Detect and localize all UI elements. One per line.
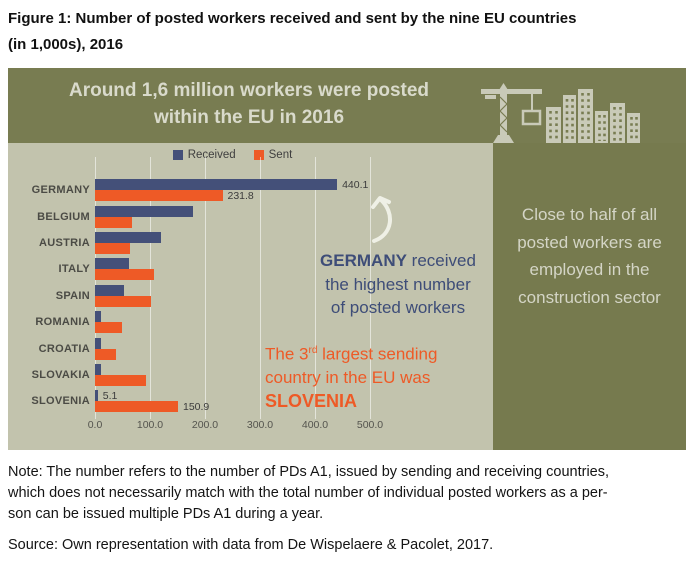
bar-received-belgium: [95, 205, 193, 217]
x-tick-label: 100.0: [136, 419, 164, 431]
x-tick-label: 400.0: [301, 419, 329, 431]
chart-row-slovakia: SLOVAKIA: [8, 362, 493, 388]
country-label: ROMANIA: [35, 316, 90, 329]
note-text: Note: The number refers to the number of…: [8, 462, 691, 525]
bar-received-spain: [95, 284, 124, 296]
x-tick-label: 0.0: [87, 419, 103, 431]
gridline: [205, 157, 206, 419]
germany-annotation-line1: GERMANY received: [301, 249, 495, 273]
country-label: BELGIUM: [37, 210, 90, 223]
header-line1: Around 1,6 million workers were posted: [68, 80, 430, 101]
slovenia-annotation-pre: The 3: [265, 344, 309, 364]
chart-row-spain: SPAIN: [8, 283, 493, 309]
source-text: Source: Own representation with data fro…: [8, 537, 494, 553]
header-text: Around 1,6 million workers were posted w…: [8, 77, 490, 131]
slovenia-annotation-post: largest sending: [317, 344, 438, 364]
legend-item-sent: Sent: [253, 149, 293, 161]
curved-up-arrow-icon: [371, 196, 392, 243]
gridline: [315, 157, 316, 419]
note-line2: which does not necessarily match with th…: [8, 485, 608, 501]
chart-row-croatia: CROATIA: [8, 335, 493, 361]
slovenia-annotation-bold: SLOVENIA: [265, 390, 358, 411]
note-line1: Note: The number refers to the number of…: [8, 464, 610, 480]
header-banner: Around 1,6 million workers were posted w…: [8, 68, 686, 143]
slovenia-annotation-line2: country in the EU was: [265, 368, 431, 388]
legend-label-sent: Sent: [268, 149, 293, 161]
gridline: [370, 157, 371, 419]
construction-fact-text: Close to half of all posted workers are …: [517, 205, 662, 307]
x-tick-label: 500.0: [356, 419, 384, 431]
bar-received-slovenia: 5.1: [95, 390, 117, 402]
figure-title-line2: (in 1,000s), 2016: [8, 36, 124, 53]
germany-annotation: GERMANY received the highest number of p…: [301, 249, 495, 320]
slovenia-annotation: The 3rd largest sending country in the E…: [265, 339, 497, 413]
legend-swatch-sent: [253, 150, 264, 160]
country-label: GERMANY: [31, 184, 90, 197]
construction-fact-panel: Close to half of all posted workers are …: [493, 143, 686, 450]
chart-row-romania: ROMANIA: [8, 309, 493, 335]
header-line2: within the EU in 2016: [153, 107, 345, 128]
bar-chart-area: Received Sent GERMANY 440.1 231.8 BELGIUM AU…: [8, 143, 493, 450]
chart-row-italy: ITALY: [8, 256, 493, 282]
bar-sent-germany: 231.8: [95, 190, 254, 202]
bar-received-romania: [95, 311, 101, 323]
bar-chart: GERMANY 440.1 231.8 BELGIUM AUSTRIA ITALY SPAI…: [8, 177, 493, 415]
gridline: [260, 157, 261, 419]
bar-sent-slovakia: [95, 374, 146, 386]
slovenia-annotation-line1: The 3rd largest sending: [265, 339, 497, 366]
data-label: 5.1: [102, 389, 118, 402]
country-label: ITALY: [58, 263, 90, 276]
x-axis: 0.0 100.0 200.0 300.0 400.0 500.0: [88, 419, 383, 435]
figure-title-line1: Figure 1: Number of posted workers recei…: [8, 10, 577, 27]
bar-received-slovakia: [95, 363, 102, 375]
legend-label-received: Received: [187, 149, 236, 161]
bar-sent-croatia: [95, 348, 116, 360]
chart-row-belgium: BELGIUM: [8, 203, 493, 229]
chart-legend: Received Sent: [95, 149, 370, 161]
figure-title: Figure 1: Number of posted workers recei…: [8, 6, 691, 58]
legend-swatch-received: [172, 150, 183, 160]
data-label: 150.9: [183, 400, 210, 413]
data-label: 231.8: [227, 189, 254, 202]
bar-sent-belgium: [95, 216, 133, 228]
country-label: SPAIN: [55, 289, 90, 302]
country-label: AUSTRIA: [39, 236, 90, 249]
note-line3: son can be issued multiple PDs A1 during…: [8, 506, 324, 522]
country-label: SLOVENIA: [31, 395, 90, 408]
country-label: SLOVAKIA: [31, 368, 90, 381]
bar-sent-austria: [95, 242, 130, 254]
germany-annotation-bold: GERMANY: [320, 251, 407, 270]
construction-crane-and-buildings-icon: [481, 83, 640, 143]
bar-sent-italy: [95, 269, 155, 281]
country-label: CROATIA: [38, 342, 90, 355]
slovenia-annotation-sup: rd: [308, 345, 318, 356]
legend-item-received: Received: [172, 149, 236, 161]
germany-annotation-rest: received: [406, 251, 476, 270]
infographic-body: Received Sent GERMANY 440.1 231.8 BELGIUM AU…: [8, 143, 686, 450]
bar-received-croatia: [95, 337, 101, 349]
bar-sent-spain: [95, 295, 152, 307]
page: Figure 1: Number of posted workers recei…: [0, 6, 699, 562]
bar-received-germany: 440.1: [95, 179, 368, 191]
x-tick-label: 300.0: [246, 419, 274, 431]
bar-sent-slovenia: 150.9: [95, 401, 209, 413]
infographic: Around 1,6 million workers were posted w…: [8, 68, 686, 450]
germany-annotation-line3: of posted workers: [330, 298, 466, 317]
data-label: 440.1: [342, 178, 369, 191]
bar-received-italy: [95, 258, 129, 270]
x-tick-label: 200.0: [191, 419, 219, 431]
chart-row-austria: AUSTRIA: [8, 230, 493, 256]
bar-received-austria: [95, 231, 161, 243]
chart-row-slovenia: SLOVENIA 5.1 150.9: [8, 388, 493, 414]
gridline: [150, 157, 151, 419]
chart-row-germany: GERMANY 440.1 231.8: [8, 177, 493, 203]
bar-sent-romania: [95, 322, 122, 334]
germany-annotation-line2: the highest number: [325, 274, 471, 294]
